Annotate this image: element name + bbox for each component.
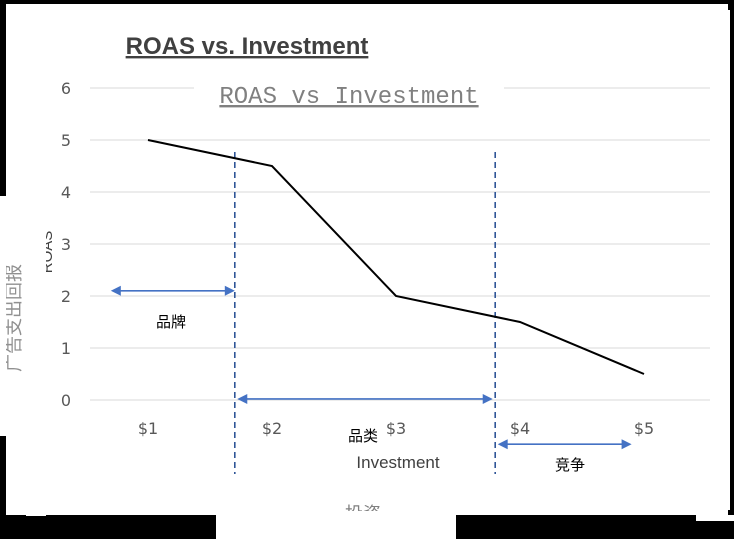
y-tick-labels: 0 1 2 3 4 5 6 (61, 79, 71, 410)
frame-edge-left (0, 196, 6, 436)
frame-edge-right (728, 10, 730, 510)
arrow-head-right (482, 393, 493, 404)
y-tick-label: 6 (61, 79, 71, 98)
x-axis-label-cn: 投资 (345, 504, 381, 515)
x-axis-label: Investment (356, 453, 439, 472)
x-tick-label: $5 (634, 419, 654, 438)
grid-lines (90, 87, 710, 401)
x-tick-labels: $1 $2 $3 $4 $5 (138, 419, 654, 438)
range-arrow: 品类 (237, 393, 493, 445)
range-arrow: 品牌 (110, 285, 235, 331)
chart-frame: 0 1 2 3 4 5 6 $1 $2 $3 $4 $5 ROAS vs. Investment R… (6, 4, 728, 515)
y-tick-label: 1 (61, 339, 71, 358)
annotation-label: 品牌 (156, 313, 186, 331)
series-line (147, 139, 645, 375)
frame-gap-bottom-right (696, 515, 734, 521)
divider-lines (234, 152, 497, 474)
range-arrow: 竞争 (497, 439, 632, 474)
x-tick-label: $1 (138, 419, 158, 438)
y-tick-label: 0 (61, 391, 71, 410)
arrow-head-right (224, 285, 235, 296)
y-tick-label: 2 (61, 287, 71, 306)
chart-title: ROAS vs. Investment (126, 33, 369, 60)
arrow-head-left (237, 393, 248, 404)
frame-gap-bottom (216, 511, 456, 539)
subtitle-backdrop (194, 80, 504, 114)
arrow-head-left (110, 285, 121, 296)
y-tick-label: 3 (61, 235, 71, 254)
chart-subtitle: ROAS vs Investment (219, 84, 478, 111)
annotation-label: 竞争 (555, 456, 585, 474)
y-axis-label-cn: 广告支出回报 (6, 264, 25, 372)
arrow-head-right (621, 439, 632, 450)
annotation-label: 品类 (348, 427, 378, 445)
y-label-backdrop (6, 200, 46, 400)
x-tick-label: $3 (386, 419, 406, 438)
x-tick-label: $2 (262, 419, 282, 438)
x-tick-label: $4 (510, 419, 530, 438)
arrow-head-left (497, 439, 508, 450)
line-chart: 0 1 2 3 4 5 6 $1 $2 $3 $4 $5 ROAS vs. Investment R… (6, 33, 710, 515)
y-tick-label: 5 (61, 131, 71, 150)
frame-gap-bottom-left (26, 500, 46, 516)
y-tick-label: 4 (61, 183, 71, 202)
